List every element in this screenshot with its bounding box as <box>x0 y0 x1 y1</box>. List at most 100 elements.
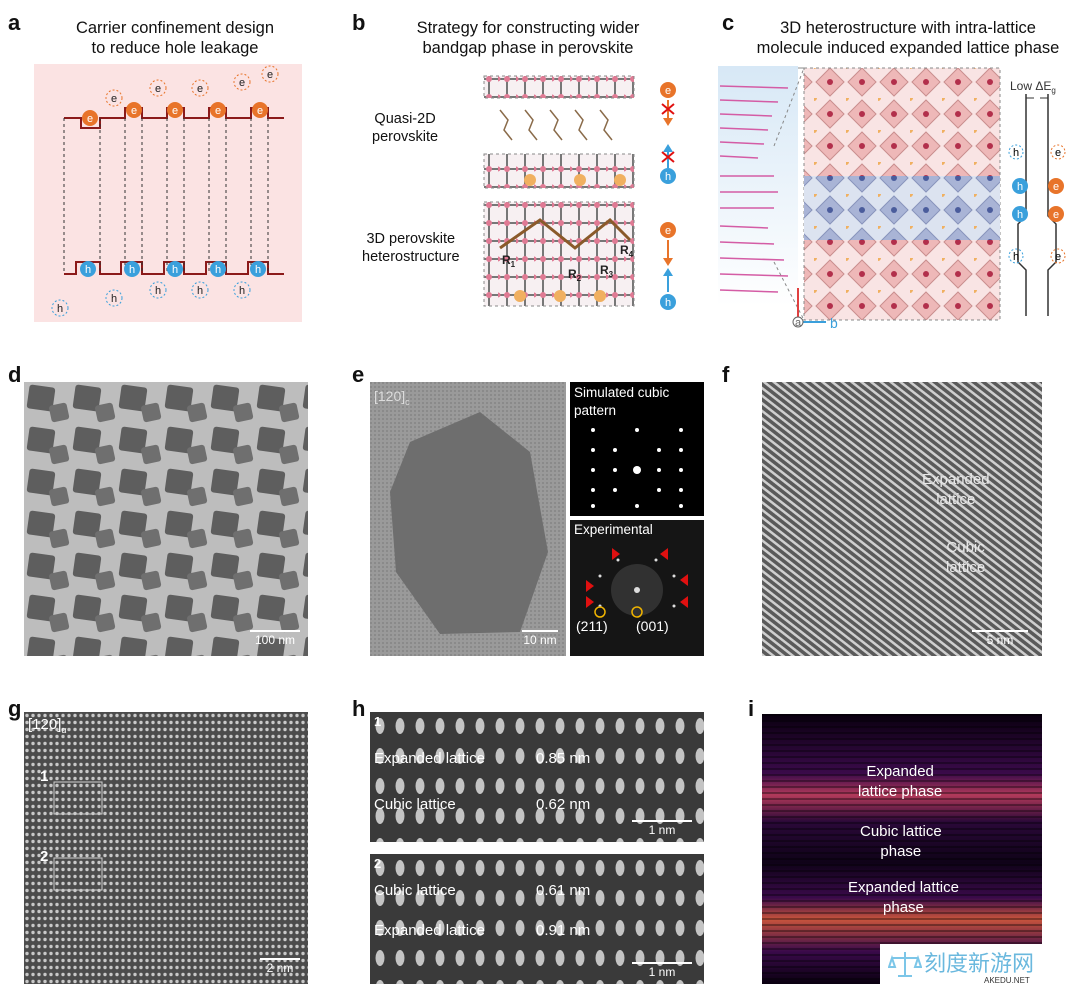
electron-symbol: e <box>665 85 671 97</box>
hole-symbol: h <box>215 264 221 276</box>
zone-axis-e: [120]c <box>374 388 410 407</box>
experimental-label: Experimental <box>574 522 653 537</box>
region-1-index: 1 <box>374 714 382 729</box>
fft-ring-001 <box>631 606 643 618</box>
hole-arrow-head <box>663 268 673 276</box>
strain-map-image: Expanded lattice phase Cubic lattice pha… <box>762 714 1042 984</box>
hetero-carriers: e h <box>660 222 676 310</box>
simulated-label: Simulated cubic pattern <box>574 384 669 420</box>
expanded-phase-label-1: Expanded lattice phase <box>858 762 942 802</box>
cubic-lattice-line1: Cubic <box>946 539 985 556</box>
panel-c-label: c <box>722 10 735 35</box>
watermark: 刻度新游网 AKEDU.NET <box>880 944 1076 990</box>
fft-spots <box>586 548 688 618</box>
panel-a-title-line2: to reduce hole leakage <box>91 39 259 57</box>
region-box-1-label: 1 <box>40 768 49 785</box>
zone-axis-g-text: [120] <box>28 716 62 733</box>
lattice-axes: a b <box>792 288 838 331</box>
quasi-2d-label: Quasi-2D perovskite <box>372 110 438 146</box>
axis-a-label: a <box>795 317 802 329</box>
scale-logo-icon <box>888 952 922 977</box>
electron-symbol: e <box>665 225 671 237</box>
zone-axis-e-text: [120] <box>374 388 406 404</box>
cubic-phase-line2: phase <box>880 843 922 860</box>
electrons-group: e e e e e <box>82 102 268 126</box>
scale-bar-g-text: 2 nm <box>266 961 294 975</box>
panel-e-label: e <box>352 362 365 387</box>
scale-bar-h2-text: 1 nm <box>648 965 676 979</box>
atomic-columns <box>24 712 308 984</box>
panel-a-title-line1: Carrier confinement design <box>75 19 275 37</box>
3d-heterostructure-label: 3D perovskite heterostructure <box>362 230 460 266</box>
simulated-spots <box>591 428 683 508</box>
scale-bar-d: 100 nm <box>250 630 300 647</box>
blocked-cross-icon <box>661 151 675 163</box>
fft-ring-211 <box>594 606 606 618</box>
panel-b-title-line2: bandgap phase in perovskite <box>422 39 634 57</box>
hetero-label-line2: heterostructure <box>362 249 460 265</box>
particle-shape <box>370 382 566 656</box>
escaped-electron-symbol: e <box>267 69 273 81</box>
expanded-lattice-line1: Expanded <box>922 471 990 488</box>
holes-group: h h h h h <box>80 261 266 277</box>
hrtem-lattice-image: Expanded lattice Cubic lattice 5 nm <box>762 382 1042 656</box>
region-2-index: 2 <box>374 856 382 871</box>
lattice-fringes <box>762 382 1042 656</box>
zone-axis-g: [120]α <box>28 716 67 735</box>
leaked-hole-symbol: h <box>239 285 245 297</box>
region-2-row2-label: Expanded lattice <box>374 922 485 939</box>
magnified-region-2: 2 Cubic lattice 0.61 nm Expanded lattice… <box>370 854 704 984</box>
hole-symbol: h <box>1017 209 1023 221</box>
hole-symbol: h <box>1013 251 1019 263</box>
panel-c-title-line2: molecule induced expanded lattice phase <box>756 39 1060 57</box>
hole-symbol: h <box>172 264 178 276</box>
band-carriers: h h h h e e e e <box>1008 144 1066 264</box>
blocked-cross-icon <box>661 103 675 115</box>
hole-arrow-head <box>663 144 673 152</box>
leaked-hole-symbol: h <box>155 285 161 297</box>
expanded-phase-1-line2: lattice phase <box>858 783 943 800</box>
electron-symbol: e <box>87 113 93 125</box>
band-alignment-lines <box>1017 94 1057 316</box>
fft-red-arrows <box>586 548 688 608</box>
electron-symbol: e <box>131 105 137 117</box>
region-2-row1-value: 0.61 nm <box>536 882 591 899</box>
hole-symbol: h <box>255 264 261 276</box>
leaked-hole-symbol: h <box>197 285 203 297</box>
low-eg-label: Low ΔEg <box>1010 79 1056 95</box>
scale-bar-e: 10 nm <box>522 630 558 647</box>
panel-d-label: d <box>8 362 22 387</box>
region-1-row2-value: 0.62 nm <box>536 796 591 813</box>
expanded-lattice-line2: lattice <box>936 491 976 508</box>
strain-map <box>762 714 1042 984</box>
simulated-label-line2: pattern <box>574 403 617 418</box>
panel-c-title: 3D heterostructure with intra-lattice mo… <box>740 18 1076 58</box>
escaped-electron-symbol: e <box>155 83 161 95</box>
electron-symbol: e <box>215 105 221 117</box>
perovskite-structure-illustration: R1 R2 R3 R4 e h e h <box>483 75 676 310</box>
magnified-region-1: 1 Expanded lattice 0.85 nm Cubic lattice… <box>370 712 704 842</box>
region-1-row1-value: 0.85 nm <box>536 750 591 767</box>
cubic-lattice-region <box>804 176 1000 240</box>
hole-symbol: h <box>665 171 671 183</box>
watermark-site: AKEDU.NET <box>984 976 1030 985</box>
panel-b-title: Strategy for constructing wider bandgap … <box>378 18 678 58</box>
r3-label: R3 <box>600 263 614 279</box>
panel-g-label: g <box>8 696 22 721</box>
band-diagram: e e e e e e e e e e h h h h h h h h h h <box>34 64 302 322</box>
quasi-2d-label-line1: Quasi-2D <box>374 111 436 127</box>
expanded-phase-1-line1: Expanded <box>866 763 934 780</box>
tem-nanocrystal-image: 100 nm <box>24 382 308 656</box>
zone-axis-g-sub: α <box>61 725 67 735</box>
simulated-diffraction-pattern: Simulated cubic pattern <box>570 382 704 516</box>
region-box-2-label: 2 <box>40 848 49 865</box>
panel-i-label: i <box>748 696 755 721</box>
electron-symbol: e <box>1053 181 1059 193</box>
quasi-top-layer <box>483 75 635 99</box>
scale-bar-h2: 1 nm <box>632 962 692 979</box>
hole-symbol: h <box>665 297 671 309</box>
r2-label: R2 <box>568 267 582 283</box>
expanded-phase-2-line2: phase <box>883 899 924 916</box>
zone-axis-e-sub: c <box>405 396 410 407</box>
region-2-row2-value: 0.91 nm <box>536 922 591 939</box>
